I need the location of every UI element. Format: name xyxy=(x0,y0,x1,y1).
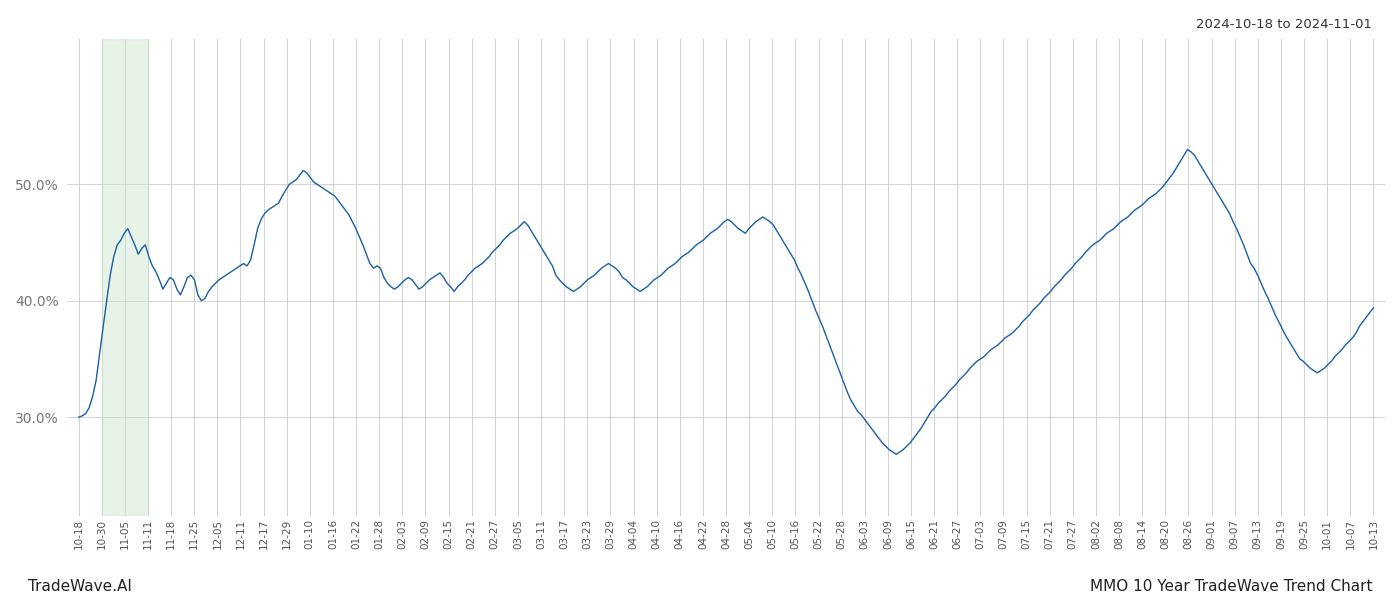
Text: TradeWave.AI: TradeWave.AI xyxy=(28,579,132,594)
Bar xyxy=(102,39,148,516)
Text: MMO 10 Year TradeWave Trend Chart: MMO 10 Year TradeWave Trend Chart xyxy=(1089,579,1372,594)
Text: 2024-10-18 to 2024-11-01: 2024-10-18 to 2024-11-01 xyxy=(1196,18,1372,31)
